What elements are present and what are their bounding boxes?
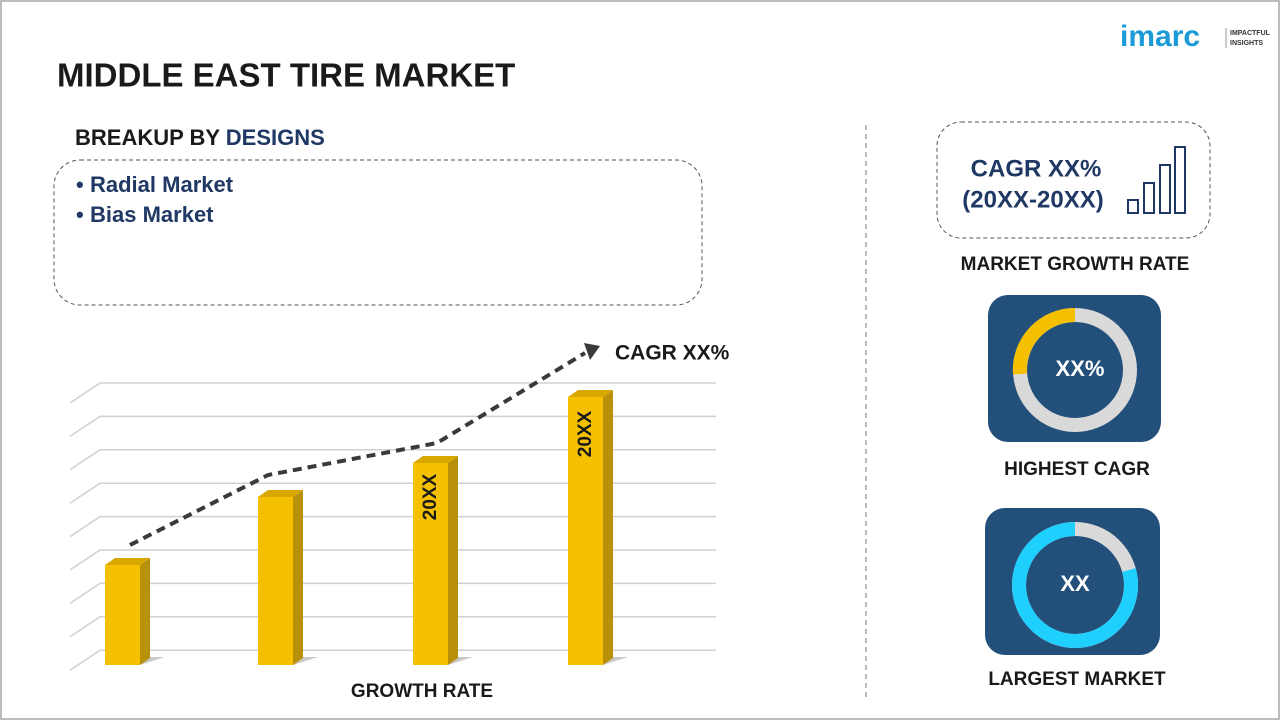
bar-side bbox=[140, 558, 150, 665]
card-caption: MARKET GROWTH RATE bbox=[961, 254, 1190, 275]
donut-arc bbox=[1012, 522, 1138, 648]
breakup-item: Radial Market bbox=[90, 172, 234, 197]
grid-line bbox=[69, 582, 716, 605]
growth-icon bbox=[1127, 146, 1186, 214]
breakup-label: BREAKUP BY DESIGNS bbox=[75, 125, 325, 150]
breakup-prefix: BREAKUP BY bbox=[75, 125, 220, 150]
grid-line bbox=[69, 549, 716, 571]
trend-arrow bbox=[584, 343, 600, 360]
logo-brand: imarc bbox=[1120, 20, 1200, 53]
bar-front bbox=[105, 565, 140, 665]
card-value: XX bbox=[1060, 571, 1090, 596]
title: MIDDLE EAST TIRE MARKET bbox=[57, 57, 515, 94]
chart-bars bbox=[105, 390, 628, 665]
card-box bbox=[936, 121, 1211, 239]
card-caption: LARGEST MARKET bbox=[988, 669, 1166, 690]
bar-top bbox=[105, 558, 150, 565]
bar-top bbox=[258, 490, 303, 497]
axis-label: GROWTH RATE bbox=[351, 681, 493, 702]
bar-label: 20XX bbox=[575, 410, 596, 457]
card-caption: HIGHEST CAGR bbox=[1004, 459, 1150, 480]
bar-side bbox=[293, 490, 303, 665]
card-value: XX% bbox=[1056, 356, 1105, 381]
grid-line bbox=[69, 415, 716, 438]
logo-tagline: IMPACTFUL bbox=[1230, 30, 1271, 37]
grid-line bbox=[69, 482, 716, 504]
logo-tagline: INSIGHTS bbox=[1230, 40, 1263, 47]
bullet: • bbox=[76, 202, 84, 227]
bar-top bbox=[413, 456, 458, 463]
bar-front bbox=[258, 497, 293, 665]
chart-grid bbox=[69, 382, 716, 671]
bar-side bbox=[448, 456, 458, 665]
bar-front bbox=[568, 397, 603, 665]
grid-line bbox=[69, 515, 716, 538]
bullet: • bbox=[76, 172, 84, 197]
bar-label: 20XX bbox=[420, 473, 441, 520]
breakup-box bbox=[53, 159, 703, 306]
bar-front bbox=[413, 463, 448, 665]
grid-line bbox=[69, 616, 716, 638]
card-period: (20XX-20XX) bbox=[962, 186, 1103, 213]
breakup-dimension: DESIGNS bbox=[226, 125, 325, 150]
grid-line bbox=[69, 382, 716, 404]
grid-line bbox=[69, 649, 716, 671]
trend-line bbox=[129, 351, 587, 547]
breakup-item: Bias Market bbox=[90, 202, 214, 227]
card-value: CAGR XX% bbox=[971, 155, 1102, 182]
grid-line bbox=[69, 449, 716, 471]
trend-label: CAGR XX% bbox=[615, 342, 730, 365]
bar-side bbox=[603, 390, 613, 665]
donut-arc bbox=[1012, 307, 1076, 375]
bar-top bbox=[568, 390, 613, 397]
